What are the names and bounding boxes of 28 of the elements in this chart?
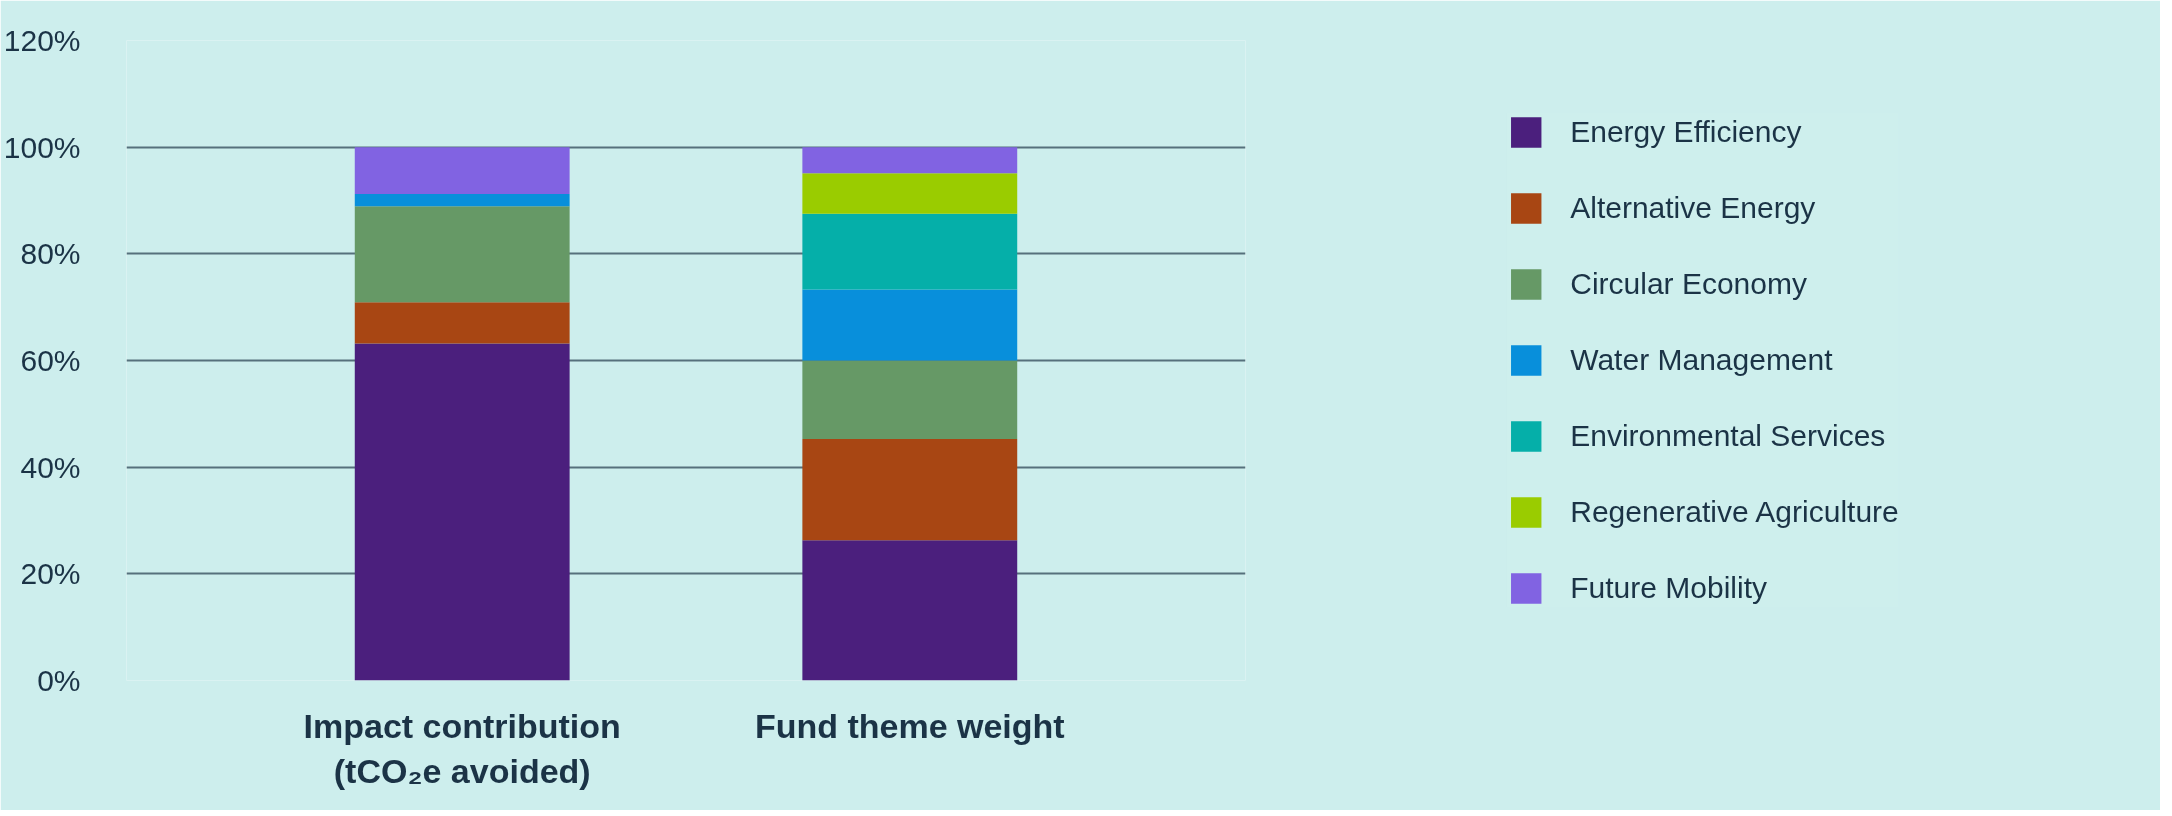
y-tick-label: 60%	[20, 344, 81, 377]
bar	[802, 360, 1018, 439]
bar	[802, 438, 1018, 541]
legend-label: Energy Efficiency	[1570, 115, 1802, 149]
legend-label: Alternative Energy	[1570, 191, 1816, 225]
bar	[354, 302, 570, 344]
y-tick-label: 120%	[3, 24, 81, 57]
x-tick-label: Impact contribution (tCO₂e avoided)	[303, 706, 621, 791]
legend-label: Environmental Services	[1570, 419, 1886, 453]
y-tick-label: 20%	[20, 557, 81, 591]
bar	[802, 173, 1018, 214]
y-tick-label: 40%	[20, 450, 81, 484]
bar	[354, 194, 570, 207]
legend-label: Regenerative Agriculture	[1570, 495, 1899, 529]
x-tick-label: Fund theme weight	[754, 706, 1065, 745]
legend-label: Water Management	[1570, 343, 1833, 377]
bar	[802, 147, 1018, 174]
bar	[354, 206, 570, 303]
bar	[802, 540, 1018, 681]
bar	[354, 343, 570, 681]
bar	[802, 213, 1018, 290]
y-tick-label: 100%	[3, 130, 81, 164]
bar	[802, 289, 1018, 361]
y-tick-label: 0%	[37, 664, 81, 697]
legend-label: Future Mobility	[1570, 571, 1767, 605]
y-tick-label: 80%	[20, 237, 81, 271]
bar	[354, 147, 570, 195]
legend-label: Circular Economy	[1570, 267, 1807, 301]
